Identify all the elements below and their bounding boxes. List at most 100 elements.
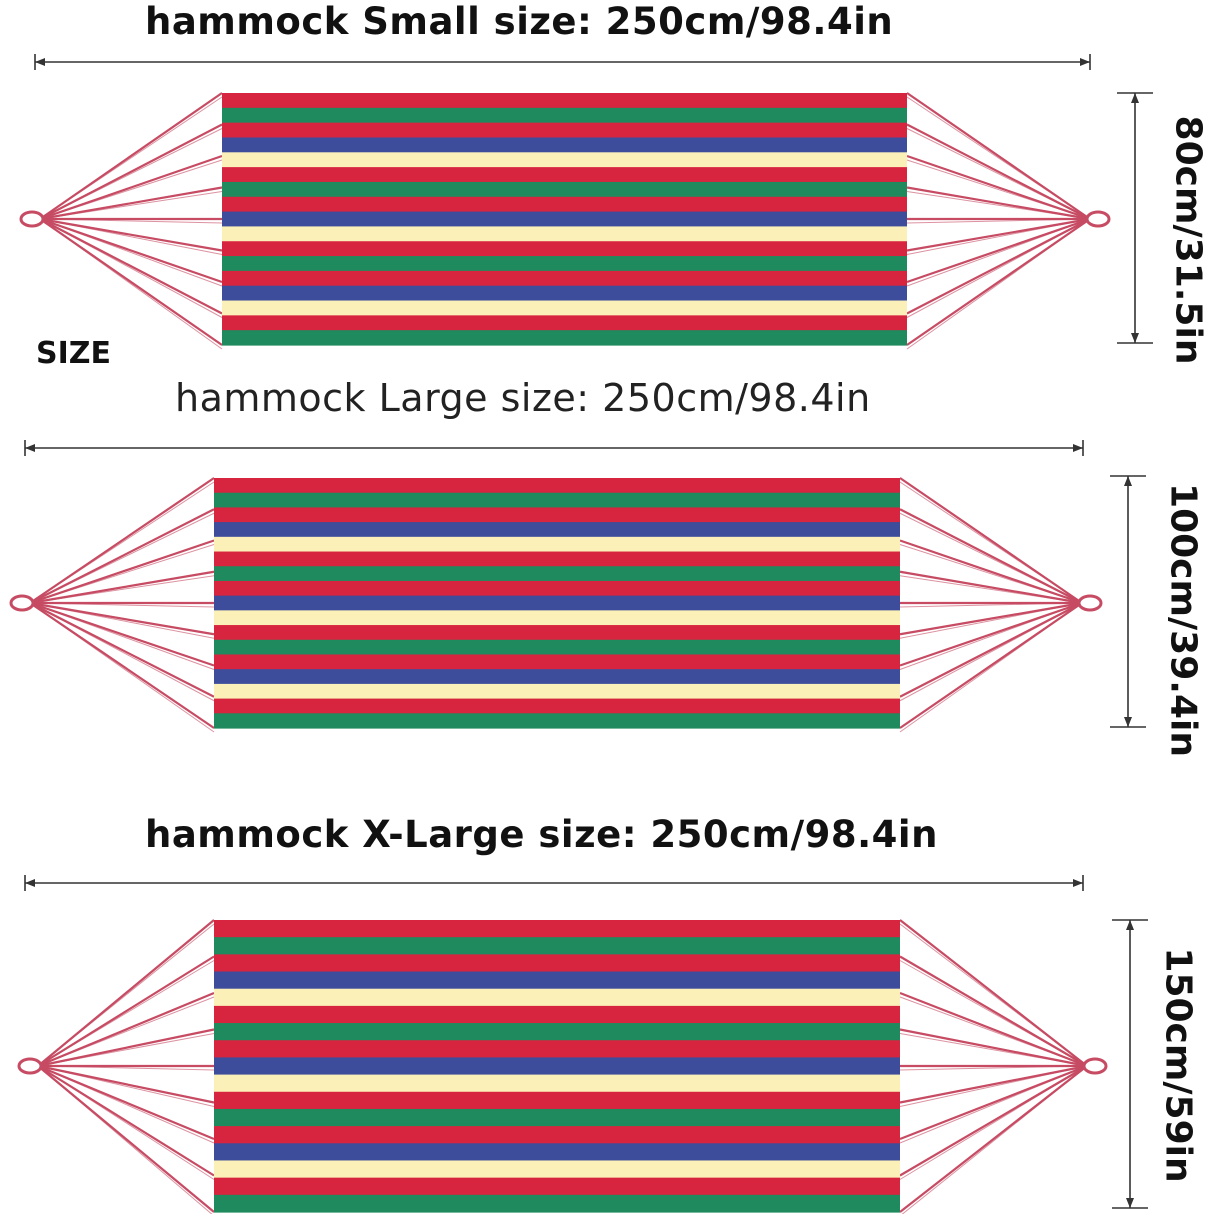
rope-right-x-large: [899, 1065, 1088, 1107]
rope-left-small: [39, 154, 223, 221]
rope-left-small: [39, 218, 223, 224]
rope-left-x-large: [37, 960, 215, 1067]
rope-left-x-large: [37, 1065, 215, 1107]
rope-right-x-large: [899, 1065, 1088, 1071]
rope-right-x-large: [899, 1065, 1088, 1180]
rope-left-large: [29, 512, 215, 604]
width-arrow-bottom: [1124, 717, 1132, 727]
stripe-cream: [214, 683, 900, 700]
rope-right-x-large: [899, 955, 1088, 1067]
stripe-red: [222, 315, 907, 331]
rope-right-large: [899, 601, 1083, 667]
width-arrow-top: [1126, 920, 1134, 930]
rope-right-large: [899, 602, 1083, 698]
rope-right-small: [906, 218, 1091, 350]
stripe-blue: [214, 971, 900, 990]
rope-right-small: [906, 218, 1091, 224]
stripe-cream: [222, 300, 907, 316]
rope-right-x-large: [899, 919, 1088, 1067]
length-arrow-right: [1073, 879, 1083, 887]
width-label-xlarge: 150cm/59in: [1157, 947, 1199, 1183]
stripe-red: [214, 1126, 900, 1144]
rope-right-x-large: [899, 991, 1088, 1068]
stripe-cream: [214, 1160, 900, 1179]
ring-left-small: [19, 210, 45, 228]
width-arrow-bottom: [1131, 333, 1139, 343]
rope-right-large: [899, 544, 1083, 604]
rope-right-small: [906, 96, 1091, 220]
stripe-red: [214, 1005, 900, 1024]
rope-left-x-large: [37, 996, 215, 1067]
rope-right-large: [899, 570, 1083, 605]
stripe-blue: [222, 211, 907, 228]
stripe-blue: [222, 285, 907, 302]
rope-right-small: [906, 217, 1091, 284]
rope-right-large: [899, 508, 1083, 604]
rope-left-large: [29, 602, 215, 698]
stripe-red: [214, 954, 900, 973]
stripe-red: [214, 1177, 900, 1196]
rope-right-x-large: [899, 1065, 1088, 1177]
rope-left-x-large: [37, 955, 215, 1067]
rope-right-x-large: [899, 996, 1088, 1067]
rope-right-small: [906, 218, 1091, 346]
rope-left-small: [39, 218, 223, 255]
stripe-cream: [222, 226, 907, 242]
rope-right-large: [899, 512, 1083, 604]
rope-left-x-large: [37, 1028, 215, 1068]
rope-right-small: [906, 92, 1091, 220]
rope-left-large: [29, 602, 215, 733]
stripe-blue: [214, 1143, 900, 1162]
stripe-blue: [214, 595, 900, 611]
rope-right-x-large: [901, 1065, 1088, 1214]
rope-left-x-large: [37, 1033, 215, 1067]
stripe-red: [222, 270, 907, 287]
stripe-blue: [222, 137, 907, 153]
rope-right-x-large: [899, 1064, 1088, 1141]
width-label-small: 80cm/31.5in: [1167, 115, 1209, 365]
rope-right-small: [906, 186, 1091, 221]
stripe-red: [222, 196, 907, 213]
rope-left-large: [29, 602, 215, 608]
rope-right-small: [906, 217, 1091, 252]
stripe-green: [222, 256, 907, 272]
ring-right-large: [1077, 594, 1103, 612]
rope-left-small: [39, 128, 223, 220]
stripe-blue: [214, 669, 900, 685]
rope-right-small: [906, 218, 1091, 318]
stripe-red: [214, 698, 900, 714]
stripe-blue: [214, 522, 900, 538]
rope-right-x-large: [899, 1033, 1088, 1067]
rope-right-small: [906, 191, 1091, 220]
rope-left-large: [29, 570, 215, 605]
rope-right-large: [899, 539, 1083, 605]
rope-right-large: [899, 575, 1083, 604]
rope-left-small: [39, 159, 223, 220]
rope-left-x-large: [37, 1065, 215, 1213]
rope-left-small: [39, 92, 223, 220]
rope-right-small: [906, 123, 1091, 220]
stripe-cream: [214, 1074, 900, 1093]
rope-left-x-large: [37, 991, 215, 1068]
rope-right-large: [899, 602, 1083, 608]
stripe-green: [214, 566, 900, 582]
rope-left-large: [29, 508, 215, 604]
length-arrow-right: [1073, 444, 1083, 452]
rope-right-x-large: [899, 1064, 1088, 1104]
length-arrow-left: [25, 879, 35, 887]
stripe-green: [214, 1108, 900, 1127]
rope-right-large: [899, 477, 1083, 604]
title-large: hammock Large size: 250cm/98.4in: [175, 376, 871, 420]
stripe-cream: [214, 610, 900, 626]
stripe-red: [214, 580, 900, 597]
rope-left-x-large: [37, 1065, 215, 1177]
rope-left-x-large: [37, 1065, 215, 1071]
rope-right-x-large: [899, 1028, 1088, 1068]
rope-left-x-large: [37, 1065, 213, 1214]
stripe-cream: [214, 536, 900, 553]
ring-right-x-large: [1082, 1057, 1108, 1075]
title-xlarge: hammock X-Large size: 250cm/98.4in: [145, 813, 938, 856]
rope-right-large: [899, 601, 1083, 636]
width-arrow-top: [1131, 93, 1139, 103]
rope-left-large: [29, 602, 215, 729]
